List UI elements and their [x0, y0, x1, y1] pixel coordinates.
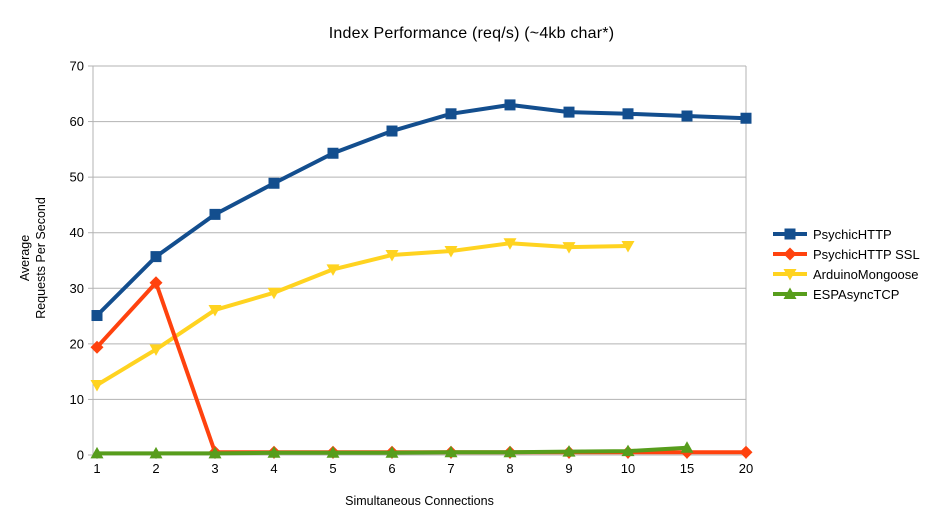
series-line — [95, 241, 629, 387]
y-tick-label: 30 — [70, 281, 84, 296]
triangle-up-marker-icon — [680, 441, 694, 453]
legend-label: ArduinoMongoose — [813, 266, 919, 282]
triangle-up-marker-icon — [562, 445, 576, 457]
diamond-marker-icon — [783, 247, 797, 261]
x-axis-title: Simultaneous Connections — [345, 494, 494, 508]
series-psychichttp — [91, 99, 752, 322]
triangle-up-marker-icon — [773, 287, 807, 299]
x-tick-label: 8 — [506, 461, 513, 476]
triangle-up-marker-icon — [783, 287, 797, 299]
square-marker-icon — [445, 108, 457, 120]
triangle-down-marker-icon — [149, 344, 163, 356]
triangle-down-marker-icon — [783, 269, 797, 281]
triangle-down-marker-icon — [326, 264, 340, 276]
series-psychichttp-ssl — [90, 276, 753, 459]
triangle-down-marker-icon — [90, 379, 104, 392]
diamond-marker-icon — [739, 445, 753, 459]
square-marker-icon — [209, 208, 221, 220]
triangle-up-marker-icon — [149, 446, 163, 459]
square-marker-icon — [784, 228, 796, 240]
square-marker-icon — [386, 125, 398, 137]
series-line — [95, 280, 746, 455]
triangle-up-marker-icon — [621, 444, 635, 457]
triangle-down-marker-icon — [503, 238, 517, 250]
legend-item-espasynctcp: ESPAsyncTCP — [773, 284, 920, 304]
series-line — [95, 102, 747, 317]
triangle-up-marker-icon — [385, 446, 399, 458]
triangle-up-marker-icon — [503, 445, 517, 458]
diamond-marker-icon — [90, 340, 104, 354]
triangle-up-marker-icon — [326, 446, 340, 458]
y-tick-label: 60 — [70, 114, 84, 129]
square-marker-icon — [563, 106, 575, 118]
triangle-up-marker-icon — [90, 446, 104, 459]
diamond-marker-icon — [773, 247, 807, 261]
legend-item-psychichttp: PsychicHTTP — [773, 224, 920, 244]
triangle-up-marker-icon — [444, 445, 458, 458]
x-tick-label: 6 — [388, 461, 395, 476]
legend-label: ESPAsyncTCP — [813, 286, 900, 302]
legend-label: PsychicHTTP SSL — [813, 246, 920, 262]
square-marker-icon — [504, 99, 516, 111]
y-tick-label: 40 — [70, 225, 84, 240]
legend-label: PsychicHTTP — [813, 226, 892, 242]
triangle-down-marker-icon — [562, 242, 576, 254]
x-tick-label: 2 — [152, 461, 159, 476]
square-marker-icon — [150, 251, 162, 263]
series-arduinomongoose — [90, 238, 635, 392]
x-tick-label: 1 — [93, 461, 100, 476]
square-marker-icon — [681, 110, 693, 122]
y-tick-label: 50 — [70, 170, 84, 185]
x-tick-label: 4 — [270, 461, 277, 476]
y-tick-label: 70 — [70, 59, 84, 74]
y-tick-label: 20 — [70, 336, 84, 351]
triangle-down-marker-icon — [621, 241, 635, 253]
x-tick-label: 7 — [447, 461, 454, 476]
y-tick-label: 0 — [77, 448, 84, 463]
y-tick-label: 10 — [70, 392, 84, 407]
triangle-up-marker-icon — [208, 446, 222, 459]
square-marker-icon — [740, 112, 752, 124]
x-tick-label: 15 — [680, 461, 694, 476]
legend-item-arduinomongoose: ArduinoMongoose — [773, 264, 920, 284]
legend: PsychicHTTP PsychicHTTP SSL ArduinoMongo… — [773, 224, 920, 304]
square-marker-icon — [268, 177, 280, 189]
triangle-up-marker-icon — [267, 446, 281, 458]
triangle-down-marker-icon — [208, 304, 222, 317]
triangle-down-marker-icon — [444, 246, 458, 258]
x-tick-label: 3 — [211, 461, 218, 476]
diamond-marker-icon — [149, 276, 163, 290]
square-marker-icon — [327, 147, 339, 159]
square-marker-icon — [773, 228, 807, 240]
square-marker-icon — [622, 108, 634, 120]
chart-title: Index Performance (req/s) (~4kb char*) — [328, 25, 615, 42]
triangle-down-marker-icon — [267, 287, 281, 300]
triangle-down-marker-icon — [385, 249, 399, 262]
x-tick-label: 10 — [621, 461, 635, 476]
series-espasynctcp — [90, 441, 694, 459]
triangle-down-marker-icon — [773, 269, 807, 281]
square-marker-icon — [91, 310, 103, 322]
x-tick-label: 20 — [739, 461, 753, 476]
legend-item-psychichttp-ssl: PsychicHTTP SSL — [773, 244, 920, 264]
x-tick-label: 5 — [329, 461, 336, 476]
x-tick-label: 9 — [565, 461, 572, 476]
